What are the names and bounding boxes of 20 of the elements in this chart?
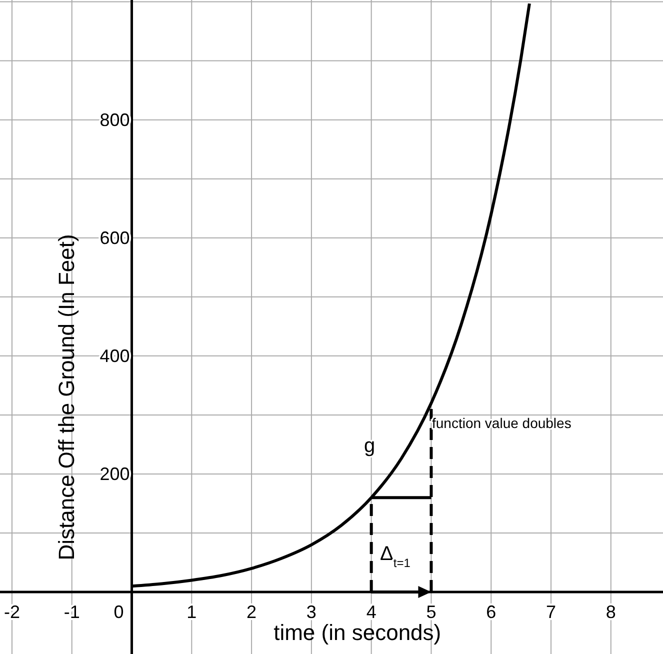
x-tick-label: 8 bbox=[606, 602, 616, 622]
annotation: function value doubles bbox=[432, 415, 572, 431]
x-tick-label: -1 bbox=[64, 602, 80, 622]
annotation: g bbox=[364, 435, 376, 457]
x-tick-label: 3 bbox=[306, 602, 316, 622]
y-tick-label: 400 bbox=[100, 346, 130, 366]
y-tick-label: 600 bbox=[100, 228, 130, 248]
y-tick-label: 800 bbox=[100, 110, 130, 130]
annotation: Δ$_{t=1}$ bbox=[380, 543, 411, 570]
y-tick-label: 200 bbox=[100, 464, 130, 484]
x-tick-label: -2 bbox=[4, 602, 20, 622]
x-tick-label: 7 bbox=[546, 602, 556, 622]
x-tick-label: 2 bbox=[246, 602, 257, 622]
y-axis-title: Distance Off the Ground (In Feet) bbox=[54, 234, 79, 560]
x-tick-label: 6 bbox=[486, 602, 496, 622]
x-tick-label: 1 bbox=[186, 602, 197, 622]
x-axis-title: time (in seconds) bbox=[274, 620, 442, 645]
x-tick-label: 4 bbox=[366, 602, 376, 622]
x-tick-label: 5 bbox=[426, 602, 436, 622]
x-tick-label: 0 bbox=[114, 602, 124, 622]
